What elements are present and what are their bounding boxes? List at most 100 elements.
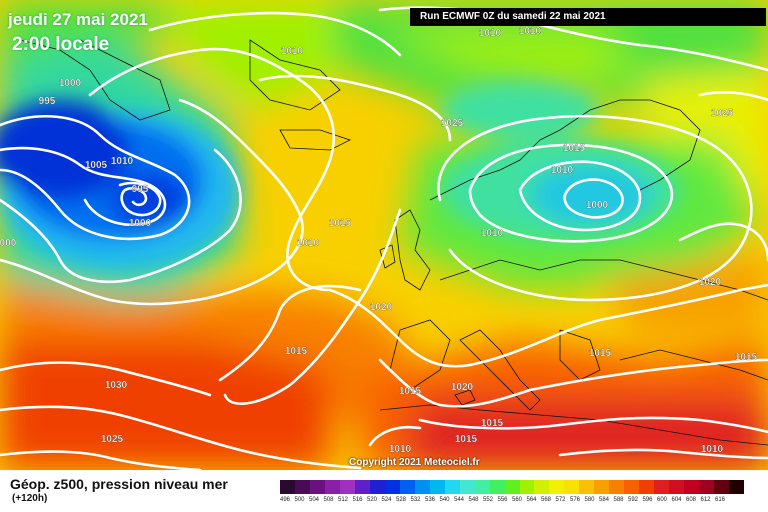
isobar-label: 1015 <box>329 218 352 229</box>
color-scale-label: 548 <box>468 497 479 503</box>
color-scale-swatch <box>474 480 490 494</box>
color-scale-swatch <box>339 480 355 494</box>
color-scale-bar <box>280 480 745 494</box>
color-scale-label: 512 <box>338 497 349 503</box>
color-scale-label: 544 <box>454 497 465 503</box>
isobar-label: 1020 <box>451 382 474 393</box>
color-scale-swatch <box>564 480 580 494</box>
color-scale-swatch <box>684 480 700 494</box>
isobar-label: 1010 <box>111 156 134 167</box>
isobar-label: 1010 <box>481 228 504 239</box>
color-scale-label: 556 <box>497 497 508 503</box>
color-scale-label: 580 <box>584 497 595 503</box>
color-scale-swatch <box>519 480 535 494</box>
color-scale-swatch <box>309 480 325 494</box>
color-scale-label: 560 <box>512 497 523 503</box>
color-scale-label: 564 <box>526 497 537 503</box>
color-scale-swatch <box>624 480 640 494</box>
color-scale-swatch <box>699 480 715 494</box>
color-scale-swatch <box>384 480 400 494</box>
isobar-label: 1015 <box>589 348 612 359</box>
color-scale-label: 516 <box>352 497 363 503</box>
color-scale-swatch <box>729 480 745 494</box>
color-scale-swatch <box>579 480 595 494</box>
color-scale-swatch <box>654 480 670 494</box>
isobar-label: 1010 <box>389 444 412 455</box>
color-scale-swatch <box>444 480 460 494</box>
color-scale-swatch <box>294 480 310 494</box>
color-scale-label: 600 <box>657 497 668 503</box>
color-scale-swatch <box>504 480 520 494</box>
isobar-label: 1020 <box>370 302 393 313</box>
isobar-label: 1000 <box>586 200 609 211</box>
color-scale-swatch <box>280 480 295 494</box>
color-scale-swatch <box>489 480 505 494</box>
color-scale-swatch <box>459 480 475 494</box>
color-scale-label: 584 <box>599 497 610 503</box>
model-run-banner: Run ECMWF 0Z du samedi 22 mai 2021 <box>410 8 766 26</box>
isobar-label: 1015 <box>481 418 504 429</box>
color-scale-swatch <box>639 480 655 494</box>
color-scale-label: 608 <box>686 497 697 503</box>
color-scale-label: 524 <box>381 497 392 503</box>
color-scale-swatch <box>354 480 370 494</box>
color-scale-label: 616 <box>715 497 726 503</box>
isobar-label: 1000 <box>129 218 152 229</box>
color-scale-label: 588 <box>613 497 624 503</box>
color-scale-swatch <box>714 480 730 494</box>
isobar-label: 1015 <box>399 386 422 397</box>
isobar-label: 1010 <box>281 46 304 57</box>
forecast-local-time: 2:00 locale <box>12 34 110 55</box>
color-scale-label: 540 <box>439 497 450 503</box>
color-scale-label: 592 <box>628 497 639 503</box>
color-scale-swatch <box>369 480 385 494</box>
isobars <box>0 6 768 470</box>
map-parameter-title: Géop. z500, pression niveau mer <box>10 476 228 492</box>
color-scale-label: 532 <box>410 497 421 503</box>
color-scale-swatch <box>399 480 415 494</box>
z500-color-field <box>0 0 768 470</box>
isobar-label: 1015 <box>563 143 586 154</box>
color-scale-label: 528 <box>396 497 407 503</box>
isobar-label: 1010 <box>297 238 320 249</box>
color-scale-label: 552 <box>483 497 494 503</box>
color-scale-swatch <box>609 480 625 494</box>
color-scale-swatch <box>324 480 340 494</box>
forecast-date: jeudi 27 mai 2021 <box>8 10 148 29</box>
isobar-label: 1020 <box>699 277 722 288</box>
forecast-lead-time: (+120h) <box>12 493 48 504</box>
color-scale-label: 596 <box>642 497 653 503</box>
color-scale-swatch <box>429 480 445 494</box>
color-scale-label: 536 <box>425 497 436 503</box>
isobar-label: 1010 <box>701 444 724 455</box>
color-scale-swatch <box>414 480 430 494</box>
color-scale-swatch <box>549 480 565 494</box>
color-scale-label: 568 <box>541 497 552 503</box>
color-scale-swatch <box>534 480 550 494</box>
color-scale-label: 496 <box>280 497 291 503</box>
color-scale-label: 572 <box>555 497 566 503</box>
color-scale-label: 504 <box>309 497 320 503</box>
isobar-label: 1010 <box>551 165 574 176</box>
isobar-label: 1025 <box>101 434 124 445</box>
color-scale-label: 604 <box>671 497 682 503</box>
color-scale-label: 500 <box>294 497 305 503</box>
isobar-label: 1030 <box>105 380 128 391</box>
isobar-label: 1005 <box>85 160 108 171</box>
color-scale-label: 508 <box>323 497 334 503</box>
isobar-label: 1025 <box>441 118 464 129</box>
isobar-label: 1015 <box>285 346 308 357</box>
isobar-label: 1015 <box>735 352 758 363</box>
isobar-label: 1000 <box>59 78 82 89</box>
color-scale-swatch <box>594 480 610 494</box>
color-scale-labels: 496 500 504 508 512 516 520 524 528 532 536 540 544 5… <box>280 497 758 509</box>
copyright-text: Copyright 2021 Meteociel.fr <box>349 457 480 468</box>
isobar-label: 000 <box>0 238 17 249</box>
color-scale-label: 576 <box>570 497 581 503</box>
isobar-label: 1010 <box>479 28 502 39</box>
color-scale-label: 612 <box>700 497 711 503</box>
isobar-label: 995 <box>132 184 149 195</box>
color-scale-swatch <box>669 480 685 494</box>
